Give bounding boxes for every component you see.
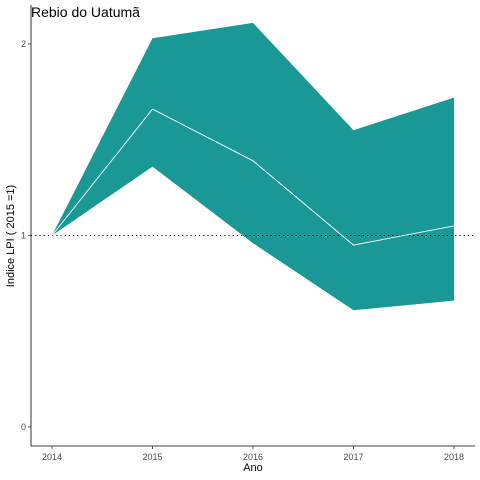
chart-title: Rebio do Uatumã [31,4,140,20]
y-tick-label: 0 [21,422,26,432]
x-axis-title: Ano [243,462,263,474]
y-tick-label: 1 [21,231,26,241]
x-tick-label: 2017 [343,452,363,462]
x-tick-label: 2015 [142,452,162,462]
series-line [51,108,455,246]
y-ticks: 0 1 2 [21,39,31,432]
x-tick-label: 2018 [444,452,464,462]
x-tick-label: 2016 [243,452,263,462]
plot-area [31,22,475,311]
y-axis-title: Indice LPI ( 2015 =1) [5,185,17,287]
confidence-band [52,22,454,311]
x-ticks: 2014 2015 2016 2017 2018 [42,446,464,462]
x-tick-label: 2014 [42,452,62,462]
y-tick-label: 2 [21,39,26,49]
